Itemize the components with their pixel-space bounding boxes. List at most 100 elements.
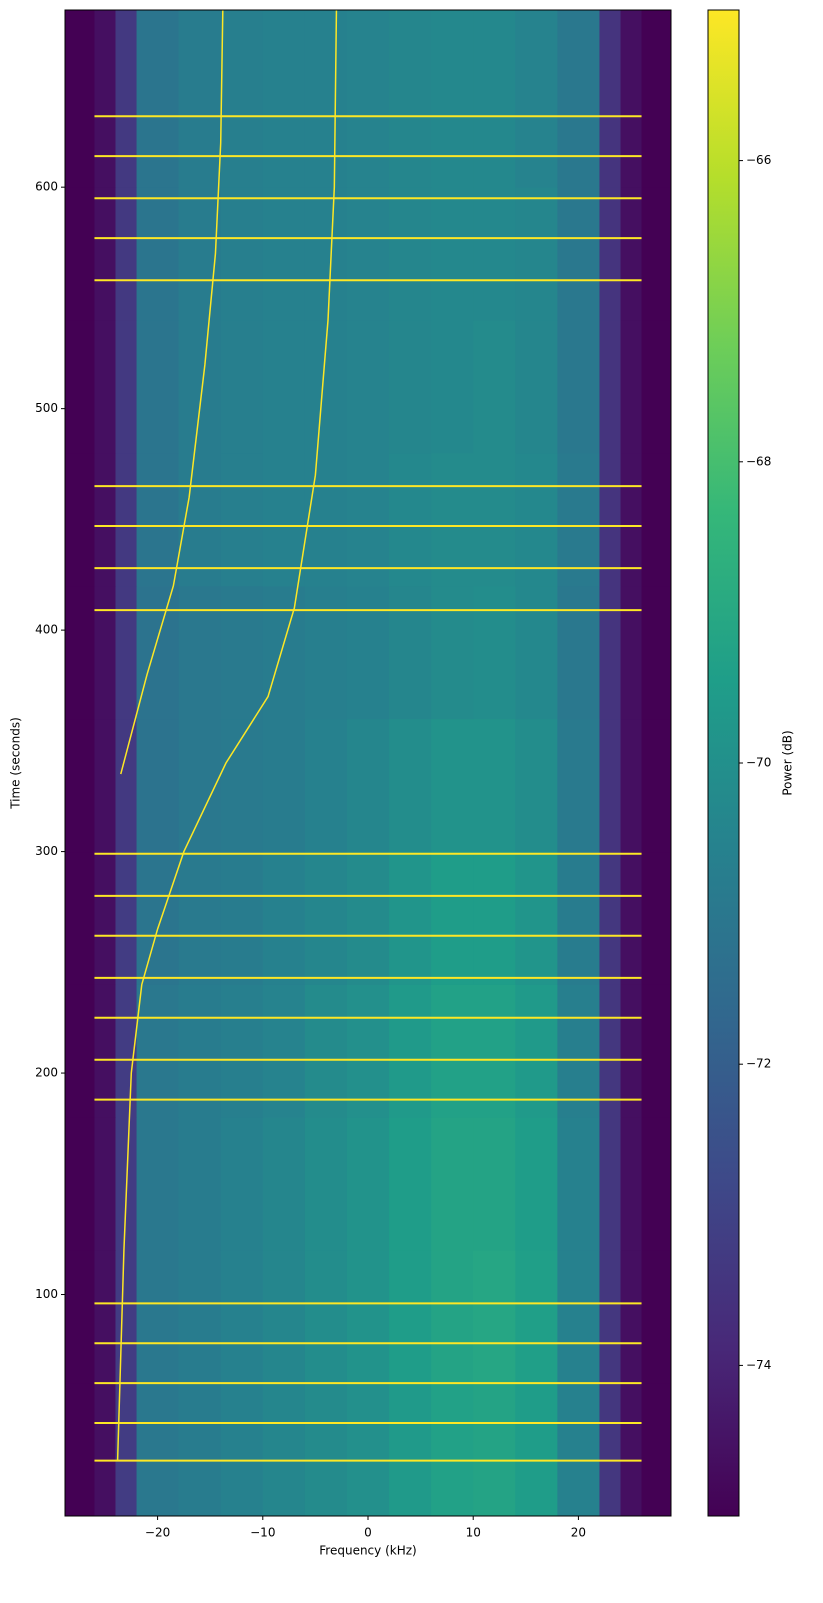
heat-cell [389,585,432,720]
heat-cell [389,452,432,587]
heat-cell [115,1383,138,1516]
heat-cell [473,187,516,321]
heat-cell [220,984,264,1118]
heat-cell [65,851,95,985]
heat-cell [136,984,180,1118]
heat-cell [115,718,138,853]
heat-cell [178,585,222,720]
heat-cell [389,320,432,454]
heat-cell [346,1117,390,1251]
heat-cell [346,187,390,321]
heat-cell [262,187,306,321]
heat-cell [65,1383,95,1516]
heat-cell [620,851,643,985]
heat-cell [65,984,95,1118]
heat-cell [262,984,306,1118]
heat-cell [346,452,390,587]
heat-cell [94,718,116,853]
heat-cell [346,10,390,188]
heat-cell [431,585,474,720]
heat-cell [65,585,95,720]
heat-cell [94,10,116,188]
colorbar-label: Power (dB) [781,730,795,795]
heat-cell [473,320,516,454]
heat-cell [94,585,116,720]
heat-cell [641,10,671,188]
heat-cell [94,1383,116,1516]
heat-cell [115,585,138,720]
heat-cell [620,718,643,853]
heat-cell [641,984,671,1118]
heat-cell [262,1250,306,1384]
heat-cell [515,187,558,321]
heat-cell [620,452,643,587]
colorbar-tick-label: −66 [746,153,771,167]
heat-cell [304,1117,348,1251]
heat-cell [557,1117,600,1251]
heat-cell [178,1383,222,1516]
heat-cell [304,585,348,720]
heat-cell [515,851,558,985]
heat-cell [304,1250,348,1384]
heat-cell [641,851,671,985]
heat-cell [599,1250,621,1384]
heat-cell [346,718,390,853]
y-tick-label: 300 [35,844,58,858]
heat-cell [641,718,671,853]
heat-cell [115,1250,138,1384]
heat-cell [599,1383,621,1516]
heat-cell [389,1383,432,1516]
x-axis-label: Frequency (kHz) [319,1544,416,1558]
heat-cell [94,1117,116,1251]
colorbar [707,9,740,1517]
heat-cell [557,851,600,985]
heat-cell [515,984,558,1118]
heat-cell [304,984,348,1118]
heat-cell [515,320,558,454]
heat-cell [94,187,116,321]
heat-cell [431,10,474,188]
heat-cell [431,1250,474,1384]
y-tick-label: 200 [35,1066,58,1080]
drift-track [116,10,338,1461]
heat-cell [557,452,600,587]
heat-cell [115,452,138,587]
spectrogram-area [65,10,671,1516]
heat-cell [431,320,474,454]
heat-cell [515,1117,558,1251]
heat-cell [620,320,643,454]
heat-cell [115,851,138,985]
heat-cell [136,718,180,853]
heat-cell [599,851,621,985]
heat-cell [136,585,180,720]
heat-cell [220,585,264,720]
heat-cell [431,1383,474,1516]
heat-cell [620,10,643,188]
heat-cell [346,320,390,454]
heat-cell [599,718,621,853]
heat-cell [94,1250,116,1384]
heat-cell [220,187,264,321]
heat-cell [431,718,474,853]
heat-cell [473,851,516,985]
heat-cell [620,1383,643,1516]
heat-cell [178,1117,222,1251]
heat-cell [94,320,116,454]
heat-cell [620,984,643,1118]
heat-cell [599,585,621,720]
heat-cell [473,1383,516,1516]
heat-cell [65,10,95,188]
heat-cell [641,585,671,720]
heat-cell [473,10,516,188]
heat-cell [473,984,516,1118]
heat-cell [346,1250,390,1384]
heat-cell [262,10,306,188]
heat-cell [136,10,180,188]
heat-cell [94,984,116,1118]
heat-cell [515,1383,558,1516]
heat-cell [641,1383,671,1516]
heat-cell [136,320,180,454]
x-tick-label: 0 [364,1526,372,1540]
heat-cell [136,452,180,587]
heat-cell [599,320,621,454]
